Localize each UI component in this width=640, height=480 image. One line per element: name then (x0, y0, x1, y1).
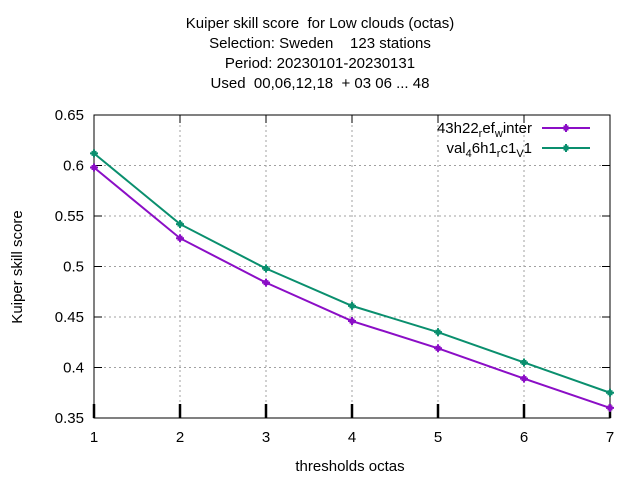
data-point-marker (521, 359, 527, 365)
data-point-marker (91, 150, 97, 156)
data-point-marker (521, 376, 527, 382)
data-point-marker (177, 235, 183, 241)
data-point-marker (435, 345, 441, 351)
x-tick-label: 3 (262, 429, 270, 446)
x-tick-label: 2 (176, 429, 184, 446)
title-line-2: Selection: Sweden 123 stations (209, 35, 431, 52)
data-point-marker (349, 318, 355, 324)
grid (94, 115, 610, 418)
series-group (90, 149, 614, 412)
x-tick-label: 5 (434, 429, 442, 446)
legend-label-2: val46h1rc1V1 (446, 140, 532, 160)
y-tick-label: 0.45 (55, 309, 84, 326)
legend-label-1: 43h22refwinter (437, 120, 532, 140)
x-tick-label: 1 (90, 429, 98, 446)
data-point-marker (607, 405, 613, 411)
x-tick-label: 6 (520, 429, 528, 446)
x-axis-label: thresholds octas (295, 458, 404, 475)
data-point-marker (263, 280, 269, 286)
legend-marker-box (563, 145, 569, 151)
data-point-marker (607, 390, 613, 396)
x-tick-label: 4 (348, 429, 356, 446)
y-tick-label: 0.65 (55, 107, 84, 124)
title-line-1: Kuiper skill score for Low clouds (octas… (185, 15, 455, 32)
legend-marker-box (563, 125, 569, 131)
y-tick-label: 0.6 (63, 158, 84, 175)
x-tick-label: 7 (606, 429, 614, 446)
y-axis: 0.35 0.4 0.45 0.5 0.55 0.6 0.65 (55, 107, 610, 427)
title-line-3: Period: 20230101-20230131 (224, 55, 416, 72)
x-axis: 1 2 3 4 5 6 7 (90, 115, 614, 446)
legend: 43h22refwinter val46h1rc1V1 (437, 120, 590, 160)
y-axis-label: Kuiper skill score (9, 210, 26, 323)
data-point-marker (349, 303, 355, 309)
y-tick-label: 0.5 (63, 259, 84, 276)
data-point-marker (435, 329, 441, 335)
data-point-marker (177, 221, 183, 227)
y-tick-label: 0.4 (63, 360, 84, 377)
title-line-4: Used 00,06,12,18 + 03 06 ... 48 (210, 75, 430, 92)
data-point-marker (91, 165, 97, 171)
y-tick-label: 0.35 (55, 410, 84, 427)
y-tick-label: 0.55 (55, 208, 84, 225)
data-point-marker (263, 266, 269, 272)
